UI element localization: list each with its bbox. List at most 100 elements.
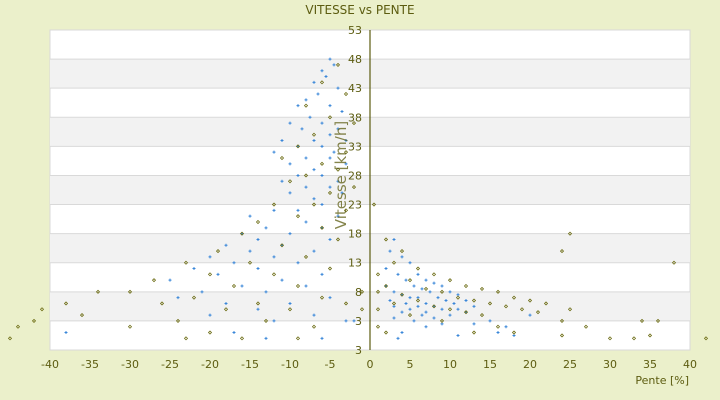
- data-point: [7, 336, 13, 341]
- y-tick-label: 3: [355, 344, 362, 357]
- y-tick-label: 18: [348, 228, 362, 241]
- data-point: [343, 150, 349, 155]
- data-point: [295, 144, 301, 149]
- data-point: [359, 307, 365, 312]
- data-point: [127, 289, 133, 294]
- data-point: [352, 319, 356, 323]
- data-point: [264, 336, 268, 340]
- data-point: [436, 296, 440, 300]
- y-tick-label: 23: [348, 199, 362, 212]
- data-point: [424, 301, 428, 305]
- data-point: [63, 301, 69, 306]
- data-point: [296, 104, 300, 108]
- data-point: [296, 208, 300, 212]
- data-point: [343, 301, 349, 306]
- data-point: [319, 225, 325, 230]
- data-point: [407, 278, 413, 283]
- data-point: [335, 167, 341, 172]
- data-point: [336, 214, 340, 218]
- data-point: [463, 283, 469, 289]
- x-tick-label: -30: [121, 358, 139, 371]
- data-point: [504, 325, 508, 329]
- x-tick-label: -25: [161, 358, 179, 371]
- data-point: [388, 299, 392, 303]
- data-point: [328, 57, 332, 61]
- data-point: [247, 260, 253, 265]
- data-point: [239, 231, 245, 236]
- data-point: [495, 289, 501, 294]
- x-axis-label: Pente [%]: [635, 374, 689, 387]
- data-point: [312, 313, 316, 317]
- y-tick-label: 48: [348, 53, 362, 66]
- data-point: [255, 219, 261, 225]
- data-point: [639, 318, 645, 323]
- data-point: [264, 226, 268, 230]
- data-point: [311, 324, 317, 329]
- x-tick-label: -40: [41, 358, 59, 371]
- data-point: [207, 330, 213, 335]
- data-point: [343, 91, 349, 97]
- data-point: [223, 307, 229, 312]
- data-point: [432, 316, 436, 320]
- data-point: [335, 62, 341, 67]
- data-point: [404, 301, 408, 305]
- data-point: [408, 296, 412, 300]
- data-point: [31, 318, 37, 323]
- data-point: [327, 190, 333, 195]
- data-point: [375, 272, 381, 277]
- data-point: [64, 331, 68, 335]
- data-point: [559, 333, 565, 338]
- data-point: [272, 255, 276, 259]
- data-point: [479, 313, 485, 318]
- data-point: [287, 179, 293, 184]
- data-point: [312, 80, 316, 84]
- data-point: [320, 336, 324, 340]
- data-point: [344, 139, 348, 143]
- data-point: [396, 272, 400, 276]
- data-point: [328, 296, 332, 300]
- data-point: [420, 287, 424, 291]
- data-point: [183, 336, 189, 341]
- data-point: [271, 202, 277, 207]
- y-tick-label: 3: [355, 315, 362, 328]
- y-tick-label: 33: [348, 140, 362, 153]
- data-point: [175, 318, 181, 323]
- data-point: [344, 162, 348, 166]
- data-point: [311, 202, 317, 207]
- data-point: [320, 69, 324, 73]
- data-point: [448, 313, 452, 317]
- data-point: [607, 336, 613, 341]
- data-point: [224, 243, 228, 247]
- data-point: [280, 139, 284, 143]
- data-point: [224, 301, 228, 305]
- data-point: [280, 179, 284, 183]
- data-point: [567, 307, 573, 312]
- data-point: [127, 324, 133, 329]
- data-point: [543, 301, 549, 306]
- data-point: [488, 319, 492, 323]
- data-point: [408, 261, 412, 265]
- data-point: [208, 255, 212, 259]
- data-point: [340, 191, 344, 195]
- data-point: [327, 115, 333, 120]
- data-point: [328, 237, 332, 241]
- data-point: [452, 301, 456, 305]
- data-point: [424, 325, 428, 329]
- x-tick-label: 35: [643, 358, 657, 371]
- data-point: [448, 290, 452, 294]
- data-point: [320, 144, 324, 148]
- chart-title: VITESSE vs PENTE: [305, 3, 414, 17]
- data-point: [399, 292, 405, 297]
- data-point: [200, 290, 204, 294]
- data-point: [279, 155, 285, 161]
- data-point: [408, 307, 412, 311]
- data-point: [428, 290, 432, 294]
- data-point: [336, 127, 340, 131]
- x-tick-label: -35: [81, 358, 99, 371]
- data-point: [312, 168, 316, 172]
- data-point: [495, 324, 501, 329]
- data-point: [392, 316, 396, 320]
- data-point: [647, 333, 653, 338]
- data-point: [511, 330, 517, 335]
